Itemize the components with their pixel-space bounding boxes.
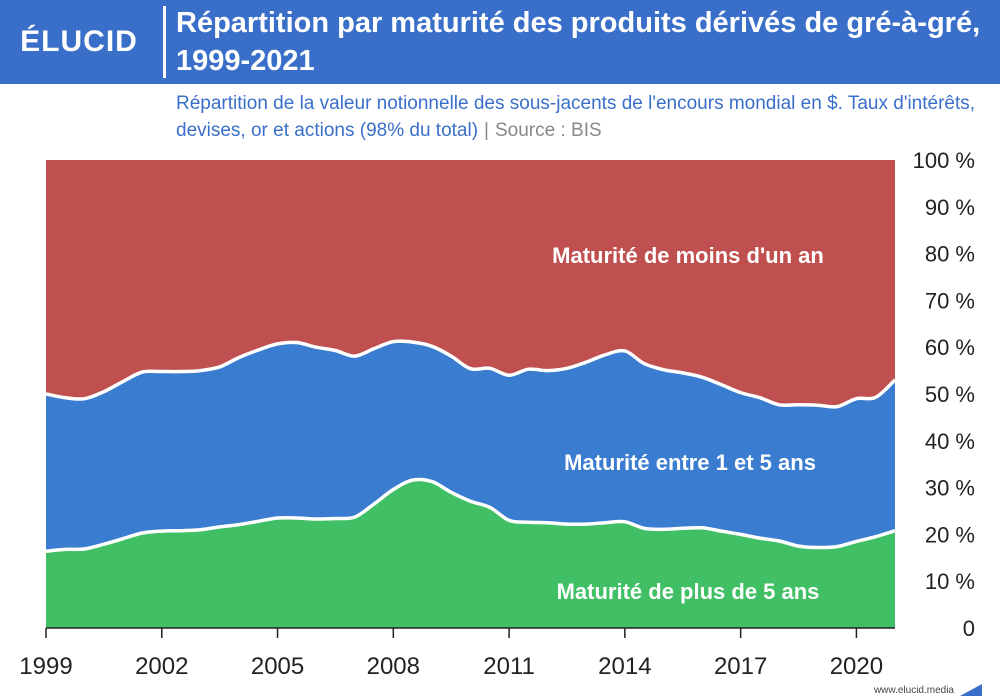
source-note: Source : BIS (494, 120, 602, 141)
x-axis: 1999 2002 2005 2008 2011 2014 2017 2020 (19, 627, 895, 680)
boundary-line-long-medium (45, 477, 896, 553)
y-tick-label: 30 % (925, 476, 975, 501)
y-tick-label: 50 % (925, 382, 975, 407)
y-tick-label: 60 % (925, 335, 975, 360)
y-axis: 0 10 % 20 % 30 % 40 % 50 % 60 % 70 % 80 % 90 % 100… (913, 148, 975, 641)
label-medium-term: Maturité entre 1 et 5 ans (564, 450, 816, 475)
area-long-term (46, 479, 895, 628)
y-tick-label: 80 % (925, 242, 975, 267)
boundary-line-medium-short (45, 339, 897, 409)
y-tick-label: 100 % (913, 148, 975, 173)
y-tick-label: 20 % (925, 522, 975, 547)
series-labels: Maturité de moins d'un an Maturité entre … (552, 243, 824, 604)
x-tick-label: 2020 (830, 653, 883, 680)
chart-title: Répartition par maturité des produits dé… (176, 7, 981, 77)
chart-subtitle: Répartition de la valeur notionnelle des… (176, 90, 986, 144)
label-short-term: Maturité de moins d'un an (552, 243, 824, 268)
y-tick-label: 90 % (925, 195, 975, 220)
x-tick-label: 2011 (483, 653, 535, 680)
subtitle-separator: | (484, 120, 489, 141)
y-tick-label: 10 % (925, 569, 975, 594)
x-tick-label: 2008 (367, 653, 420, 680)
label-long-term: Maturité de plus de 5 ans (557, 579, 820, 604)
y-tick-label: 40 % (925, 429, 975, 454)
x-tick-label: 2014 (598, 653, 651, 680)
area-short-term (46, 160, 895, 407)
x-tick-label: 1999 (19, 653, 72, 680)
chart-areas (46, 160, 895, 628)
footer-url: www.elucid.media (873, 685, 954, 696)
subtitle-text: Répartition de la valeur notionnelle des… (176, 93, 976, 141)
logo-divider (163, 6, 166, 78)
brand-logo: ÉLUCID (20, 25, 138, 58)
x-tick-label: 2005 (251, 653, 304, 680)
area-medium-term (46, 341, 895, 552)
x-tick-label: 2002 (135, 653, 188, 680)
x-tick-label: 2017 (714, 653, 767, 680)
chart-boundary-lines (45, 339, 897, 553)
y-tick-label: 0 (963, 616, 975, 641)
y-tick-label: 70 % (925, 288, 975, 313)
elucid-mark-icon (960, 684, 982, 696)
header-banner: ÉLUCID Répartition par maturité des prod… (0, 0, 1000, 84)
